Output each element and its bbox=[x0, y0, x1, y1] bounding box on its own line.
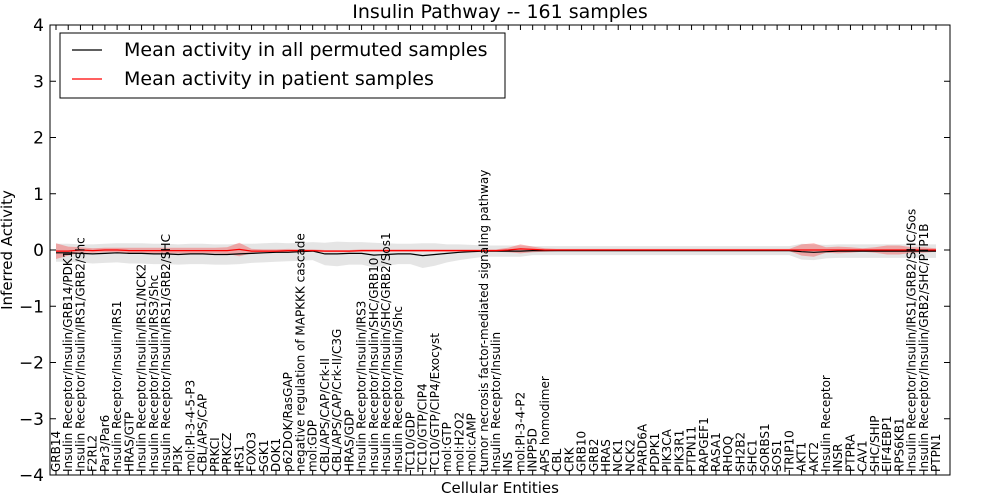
x-tick-label: IRS1 bbox=[232, 445, 246, 472]
x-tick-label: PTPN1 bbox=[929, 434, 943, 472]
x-tick-label: TC10/GTP/CIP4 bbox=[416, 383, 430, 473]
legend-label-permuted: Mean activity in all permuted samples bbox=[124, 39, 487, 61]
x-tick-label: PRKCI bbox=[208, 437, 222, 472]
x-tick-label: GRB2 bbox=[587, 438, 601, 472]
x-axis-label: Cellular Entities bbox=[441, 479, 559, 497]
x-tick-label: Par3/Par6 bbox=[98, 415, 112, 472]
legend-box bbox=[59, 32, 506, 99]
x-tick-label: Insulin Receptor/Insulin/SHC/GRB2/Sos1 bbox=[379, 232, 393, 472]
series-line-mean-activity-in-patient-samples bbox=[56, 248, 936, 252]
x-tick-label: SHC/SHIP bbox=[868, 416, 882, 472]
y-tick-label: −2 bbox=[19, 354, 44, 374]
x-tick-label: TC10/GTP/CIP4/Exocyst bbox=[428, 333, 442, 473]
x-tick-label: SORBS1 bbox=[758, 423, 772, 472]
x-tick-label: TRIP10 bbox=[782, 430, 796, 473]
x-tick-label: Insulin Receptor/Insulin bbox=[489, 332, 503, 472]
x-tick-label: HRAS bbox=[599, 439, 613, 472]
x-tick-label: HRAS/GTP bbox=[122, 412, 136, 472]
legend: Mean activity in all permuted samples Me… bbox=[59, 32, 506, 99]
x-tick-label: tumor necrosis factor-mediated signaling… bbox=[477, 170, 491, 472]
x-tick-label: Insulin Receptor/Insulin/IRS3/Shc bbox=[147, 275, 161, 472]
y-tick-label: −3 bbox=[19, 410, 44, 430]
x-tick-label: HRAS/GDP bbox=[342, 409, 356, 472]
x-tick-label: AKT1 bbox=[795, 442, 809, 472]
x-tick-label: Insulin Receptor/Insulin/IRS1/GRB2/SHC bbox=[159, 234, 173, 472]
x-tick-label: INS bbox=[501, 452, 515, 472]
x-tick-label: Insulin Receptor/Insulin/GRB14/PDK1 bbox=[61, 251, 75, 472]
x-tick-label: Insulin Receptor/Insulin/GRB2/SHC/PTP1B bbox=[917, 223, 931, 472]
x-tick-label: SH2B2 bbox=[733, 432, 747, 472]
x-tick-label: GRB14 bbox=[49, 431, 63, 472]
x-tick-label: CRK bbox=[562, 446, 576, 472]
x-tick-label: Insulin Receptor bbox=[819, 375, 833, 472]
x-tick-label: negative regulation of MAPKKK cascade bbox=[293, 233, 307, 472]
x-tick-label: CAV1 bbox=[856, 440, 870, 472]
y-axis: 4 3 2 1 0 −1 −2 −3 −4 bbox=[19, 16, 950, 486]
chart-title: Insulin Pathway -- 161 samples bbox=[352, 1, 647, 23]
x-tick-label: Insulin Receptor/Insulin/IRS1/GRB2/SHC/S… bbox=[905, 209, 919, 472]
x-tick-label: PI3K bbox=[171, 445, 185, 472]
x-tick-label: RPS6KB1 bbox=[892, 417, 906, 472]
plot-area bbox=[56, 241, 936, 268]
x-tick-label: TC10/GDP bbox=[403, 412, 417, 473]
x-tick-label: APS homodimer bbox=[538, 376, 552, 472]
x-tick-label: RHOQ bbox=[721, 436, 735, 472]
x-tick-label: Insulin Receptor/Insulin/IRS1/NCK2 bbox=[135, 264, 149, 472]
x-tick-label: p62DOK/RasGAP bbox=[281, 372, 295, 472]
x-tick-label: mol:PI-3-4-5-P3 bbox=[183, 380, 197, 472]
x-tick-label: PTPN11 bbox=[685, 426, 699, 472]
legend-label-patient: Mean activity in patient samples bbox=[124, 68, 434, 90]
x-tick-label: DOK1 bbox=[269, 438, 283, 472]
x-tick-label: AKT2 bbox=[807, 442, 821, 472]
y-tick-label: −4 bbox=[19, 466, 44, 486]
x-tick-label: mol:cAMP bbox=[465, 413, 479, 472]
y-tick-label: 1 bbox=[33, 185, 44, 205]
x-tick-label: PTPRA bbox=[843, 433, 857, 472]
y-tick-label: 3 bbox=[33, 72, 44, 92]
y-tick-label: 0 bbox=[33, 241, 44, 261]
x-tick-label: CBL bbox=[550, 448, 564, 472]
y-tick-label: −1 bbox=[19, 297, 44, 317]
x-tick-label: NCK2 bbox=[623, 439, 637, 472]
x-tick-label: FOXO3 bbox=[245, 432, 259, 472]
x-tick-label: GRB10 bbox=[575, 431, 589, 472]
x-tick-label: PDPK1 bbox=[648, 433, 662, 472]
x-tick-label: PIK3R1 bbox=[672, 430, 686, 472]
x-tick-label: CBL/APS/CAP/Crk-II/C3G bbox=[330, 329, 344, 472]
x-tick-label: SOS1 bbox=[770, 440, 784, 472]
x-tick-label: mol:H2O2 bbox=[452, 412, 466, 472]
x-tick-label: PARD6A bbox=[636, 423, 650, 472]
x-tick-label: mol:GDP bbox=[306, 420, 320, 472]
x-tick-label: RASA1 bbox=[709, 432, 723, 472]
x-tick-label: RAPGEF1 bbox=[697, 417, 711, 472]
x-tick-label: PRKCZ bbox=[220, 433, 234, 472]
band-mean-activity-in-all-permuted-samples bbox=[56, 241, 936, 268]
x-tick-label: EIF4EBP1 bbox=[880, 416, 894, 472]
x-tick-label: Insulin Receptor/Insulin/IRS1 bbox=[110, 301, 124, 472]
x-tick-label: CBL/APS/CAP bbox=[196, 394, 210, 472]
x-tick-label: Insulin Receptor/Insulin/IRS3 bbox=[355, 301, 369, 472]
x-tick-label: INSR bbox=[831, 444, 845, 472]
x-tick-label: SGK1 bbox=[257, 440, 271, 472]
y-tick-label: 2 bbox=[33, 129, 44, 149]
x-tick-label: Insulin Receptor/Insulin/SHC/GRB10 bbox=[367, 258, 381, 472]
x-tick-label: PIK3CA bbox=[660, 428, 674, 472]
x-tick-label: mol:PI-3-4-P2 bbox=[513, 392, 527, 472]
x-tick-label: CBL/APS/CAP/Crk-II bbox=[318, 358, 332, 472]
x-tick-label: NCK1 bbox=[611, 439, 625, 472]
y-axis-label: Inferred Activity bbox=[0, 190, 16, 310]
x-tick-label: INPP5D bbox=[526, 428, 540, 472]
x-tick-label: F2RL2 bbox=[86, 435, 100, 472]
x-tick-label: mol:GTP bbox=[440, 422, 454, 472]
x-tick-label: SHC1 bbox=[746, 439, 760, 472]
x-tick-label: Insulin Receptor/Insulin/Shc bbox=[391, 306, 405, 472]
y-tick-label: 4 bbox=[33, 16, 44, 36]
x-tick-label: Insulin Receptor/Insulin/IRS1/GRB2/Shc bbox=[73, 237, 87, 472]
